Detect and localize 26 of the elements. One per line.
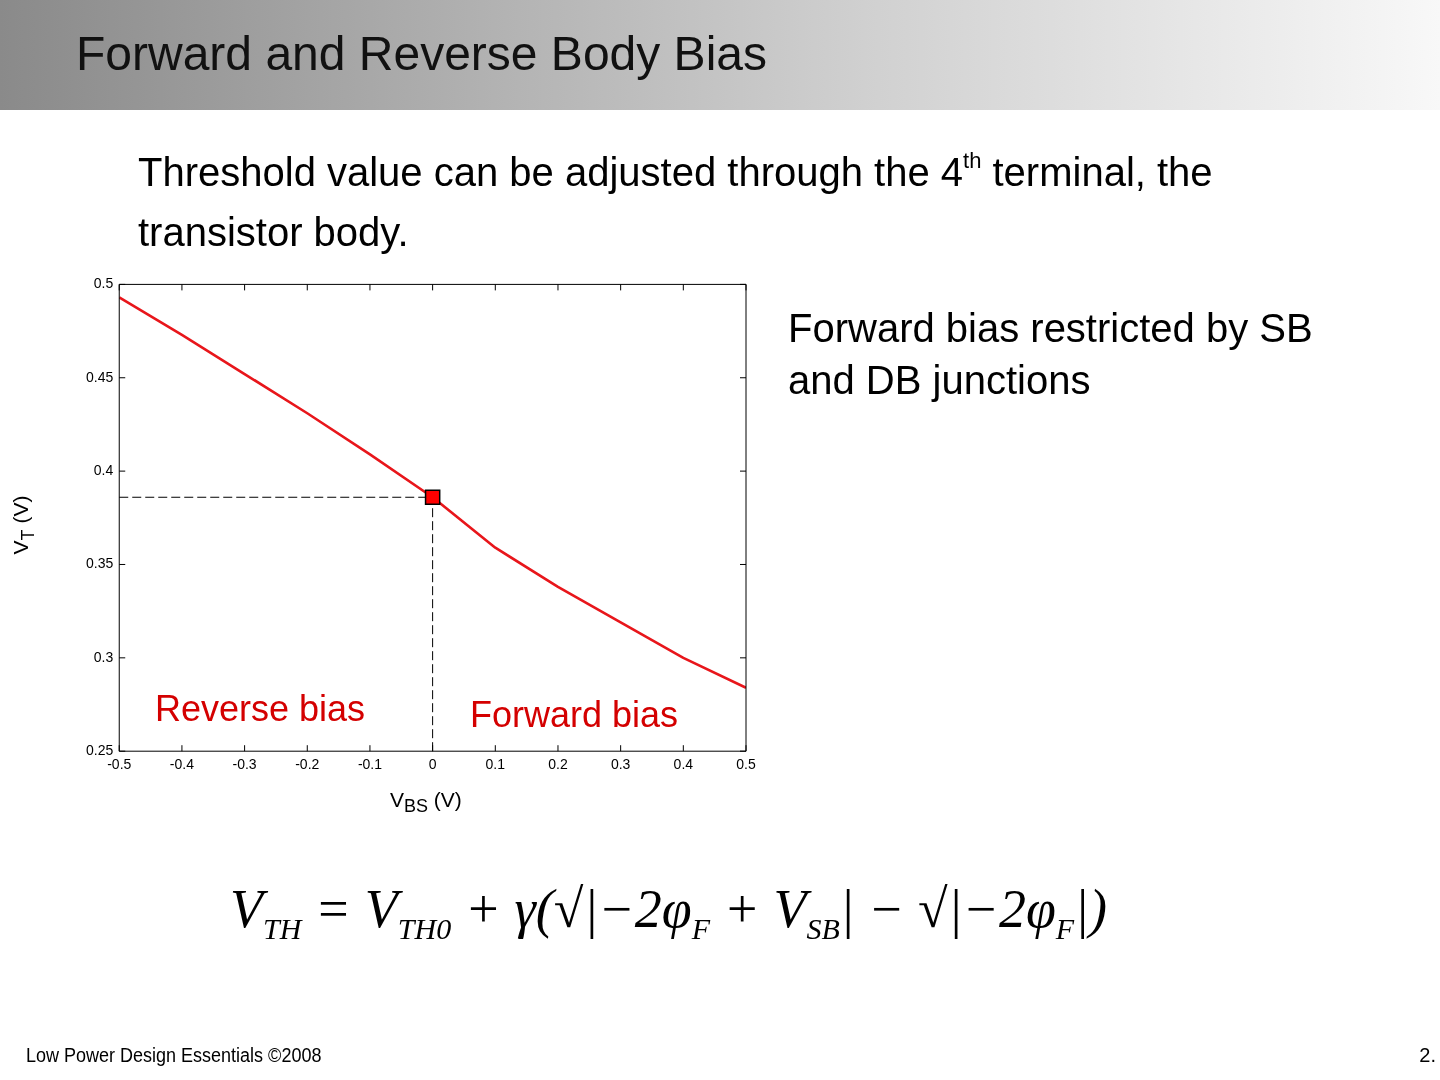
y-tick-label: 0.25 (86, 742, 114, 759)
annotation: Reverse bias (155, 688, 366, 730)
x-tick-label: -0.5 (107, 756, 132, 773)
text: Threshold value can be adjusted through the 4$^{th}$ terminal, the transistor body. (138, 148, 1213, 254)
annotation: Forward bias (470, 694, 679, 736)
x-tick-label: 0.1 (485, 756, 506, 773)
x-tick-label: 0.4 (673, 756, 694, 773)
x-tick-label: -0.2 (295, 756, 320, 773)
y-tick-label: 0.4 (93, 461, 114, 478)
x-axis-title: V$_{BS}$ (V) (390, 788, 462, 818)
text: Low Power Design Essentials ©2008 (26, 1044, 322, 1067)
x-tick-label: 0.3 (610, 756, 631, 773)
y-tick-label: 0.45 (86, 368, 114, 385)
chart-title: Forward and Reverse Body Bias (76, 26, 767, 81)
y-tick-label: 0.35 (86, 555, 114, 572)
text: V$_{TH}$ = V$_{TH0}$ + γ(√|−2φ$_{F}$ + V$_{SB}$| − √|−2φ$_{F}$|) (230, 879, 1107, 945)
text: 2. (1419, 1044, 1436, 1067)
x-tick-label: -0.4 (169, 756, 195, 773)
x-tick-label: 0.5 (736, 756, 756, 773)
x-tick-label: -0.1 (357, 756, 383, 773)
x-tick-label: -0.3 (232, 756, 257, 773)
x-tick-label: 0 (428, 756, 437, 773)
text: Forward bias restricted by SB and DB junctions (788, 305, 1314, 404)
y-tick-label: 0.5 (93, 275, 114, 292)
y-tick-label: 0.3 (93, 648, 114, 665)
x-tick-label: 0.2 (548, 756, 568, 773)
